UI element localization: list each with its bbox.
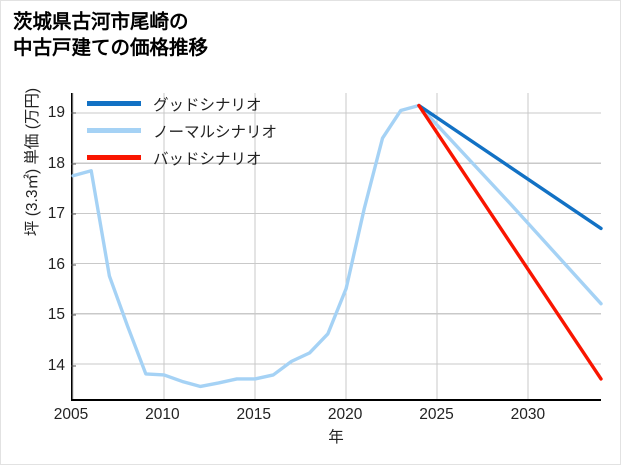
y-tick-label: 19	[47, 104, 65, 122]
chart-legend: グッドシナリオ ノーマルシナリオ バッドシナリオ	[87, 94, 278, 168]
x-tick-label: 2010	[145, 406, 180, 423]
legend-item[interactable]: バッドシナリオ	[87, 148, 277, 168]
y-tick-mark	[71, 213, 76, 215]
legend-color-swatch	[87, 155, 141, 160]
legend-item[interactable]: グッドシナリオ	[87, 94, 277, 114]
y-tick-label: 15	[47, 306, 65, 324]
x-tick-label: 2025	[419, 406, 454, 423]
legend-label: バッドシナリオ	[153, 150, 262, 168]
chart-title: 茨城県古河市尾崎の 中古戸建ての価格推移	[13, 11, 209, 59]
x-axis-ticks: 2005 2010 2015 2020 2025 2030	[54, 401, 601, 431]
series-line-good	[417, 103, 603, 231]
x-tick-label: 2030	[510, 406, 546, 423]
plot-area	[71, 93, 603, 401]
y-tick-label: 16	[47, 255, 65, 273]
x-tick-label: 2015	[236, 406, 271, 423]
legend-item[interactable]: ノーマルシナリオ	[87, 121, 278, 141]
x-tick-label: 2005	[53, 406, 89, 423]
x-tick-label: 2020	[327, 406, 363, 423]
y-tick-mark	[71, 365, 76, 367]
legend-label: ノーマルシナリオ	[153, 123, 278, 141]
y-axis-ticks: 19 18 17 16 15 14	[9, 93, 76, 401]
legend-color-swatch	[87, 128, 141, 133]
y-tick-label: 17	[47, 205, 65, 223]
legend-color-swatch	[87, 101, 141, 106]
y-tick-mark	[71, 264, 76, 266]
series-line-bad	[417, 103, 603, 381]
y-tick-label: 14	[47, 356, 65, 374]
series-line-normal	[71, 103, 603, 389]
x-axis-title: 年	[328, 429, 344, 446]
y-tick-label: 18	[47, 154, 65, 172]
series-lines	[71, 103, 603, 389]
y-tick-mark	[71, 112, 76, 114]
y-tick-mark	[71, 163, 76, 165]
legend-label: グッドシナリオ	[153, 96, 262, 114]
y-axis-title: 坪 (3.3㎡) 単価 (万円)	[24, 87, 41, 237]
y-tick-mark	[71, 314, 76, 316]
